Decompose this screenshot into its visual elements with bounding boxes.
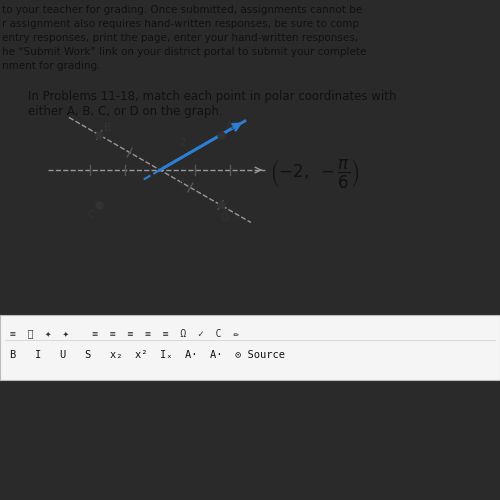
Text: D: D [220, 213, 228, 223]
Text: 2: 2 [179, 138, 186, 148]
Text: nment for grading.: nment for grading. [2, 61, 100, 71]
Text: he “Submit Work” link on your district portal to submit your complete: he “Submit Work” link on your district p… [2, 47, 366, 57]
Text: entry responses, print the page, enter your hand-written responses,: entry responses, print the page, enter y… [2, 33, 358, 43]
Bar [0, 315, 500, 380]
Text: ≡  ⋮  ✦  ✦    ≡  ≡  ≡  ≡  ≡  Ω  ✓  C  ✏: ≡ ⋮ ✦ ✦ ≡ ≡ ≡ ≡ ≡ Ω ✓ C ✏ [10, 328, 239, 338]
Text: either A, B, C, or D on the graph.: either A, B, C, or D on the graph. [28, 105, 222, 118]
Text: $\left(-2,\ -\dfrac{\pi}{6}\right)$: $\left(-2,\ -\dfrac{\pi}{6}\right)$ [270, 156, 359, 190]
Text: B: B [104, 123, 112, 133]
Text: C: C [87, 210, 94, 220]
Text: In Problems 11-18, match each point in polar coordinates with: In Problems 11-18, match each point in p… [28, 90, 396, 103]
Text: $\theta$: $\theta$ [178, 178, 186, 189]
Text: to your teacher for grading. Once submitted, assignments cannot be: to your teacher for grading. Once submit… [2, 5, 362, 15]
Text: A: A [226, 121, 232, 131]
Text: r assignment also requires hand-written responses, be sure to comp: r assignment also requires hand-written … [2, 19, 359, 29]
Text: B   I   U   S   x₂  x²  Iₓ  A·  A·  ⊙ Source: B I U S x₂ x² Iₓ A· A· ⊙ Source [10, 350, 285, 360]
